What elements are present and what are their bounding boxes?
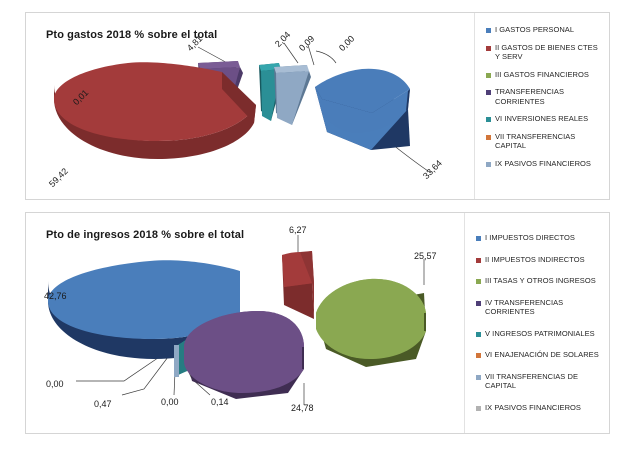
legend-item-label: II GASTOS DE BIENES CTES Y SERV	[495, 42, 598, 62]
legend-item-0-6[interactable]: IX PASIVOS FINANCIEROS	[486, 159, 601, 169]
pie-slice-transferencias-corrientes-ing	[184, 311, 304, 399]
legend-item-1-7[interactable]: IX PASIVOS FINANCIEROS	[476, 403, 611, 413]
data-label-ingresos-3: 24,78	[291, 403, 314, 413]
legend-swatch-icon	[476, 236, 481, 241]
legend-item-1-4[interactable]: V INGRESOS PATRIMONIALES	[476, 329, 611, 339]
data-label-ingresos-4: 0,14	[211, 397, 229, 407]
page-title-gastos: Pto gastos 2018 % sobre el total	[46, 29, 218, 41]
legend-swatch-icon	[486, 161, 491, 167]
legend-item-0-1[interactable]: II GASTOS DE BIENES CTES Y SERV	[486, 43, 601, 62]
legend-gastos: I GASTOS PERSONAL II GASTOS DE BIENES CTE…	[486, 25, 601, 176]
data-label-ingresos-1: 6,27	[289, 225, 307, 235]
leader-line-204	[283, 42, 299, 64]
legend-swatch-icon	[486, 72, 491, 78]
legend-swatch-icon	[486, 90, 491, 95]
legend-item-label: II IMPUESTOS INDIRECTOS	[485, 254, 585, 264]
legend-swatch-icon	[476, 331, 481, 337]
legend-item-0-2[interactable]: III GASTOS FINANCIEROS	[486, 70, 601, 80]
legend-item-label: III TASAS Y OTROS INGRESOS	[485, 276, 596, 285]
legend-swatch-icon	[476, 353, 481, 358]
chart-panel-gastos: Pto gastos 2018 % sobre el total	[25, 12, 610, 200]
legend-swatch-icon	[486, 134, 491, 140]
legend-item-label: IX PASIVOS FINANCIEROS	[495, 158, 591, 168]
legend-item-0-0[interactable]: I GASTOS PERSONAL	[486, 25, 601, 35]
page-title-ingresos: Pto de ingresos 2018 % sobre el total	[46, 229, 245, 241]
pie-slice-impuestos-indirectos	[282, 251, 314, 319]
legend-swatch-icon	[486, 28, 491, 33]
legend-item-label: I GASTOS PERSONAL	[495, 25, 575, 34]
legend-item-label: VI INVERSIONES REALES	[495, 114, 589, 123]
legend-item-label: V INGRESOS PATRIMONIALES	[485, 328, 595, 338]
data-label-ingresos-0: 42,76	[44, 291, 67, 301]
legend-item-0-3[interactable]: TRANSFERENCIAS CORRIENTES	[486, 87, 601, 106]
data-label-ingresos-5: 0,00	[161, 397, 179, 407]
legend-item-0-4[interactable]: VI INVERSIONES REALES	[486, 114, 601, 124]
legend-item-label: TRANSFERENCIAS CORRIENTES	[495, 87, 565, 106]
legend-item-label: IX PASIVOS FINANCIEROS	[485, 402, 581, 412]
legend-item-label: VI ENAJENACIÓN DE SOLARES	[485, 350, 599, 359]
legend-divider-gastos	[474, 13, 475, 199]
legend-item-label: VII TRANSFERENCIAS CAPITAL	[495, 131, 576, 151]
legend-swatch-icon	[476, 300, 481, 306]
pie-slice-bienes-ctes-serv	[54, 62, 256, 159]
leader-line-009	[307, 44, 315, 66]
pie-slice-tasas-otros-ingresos	[316, 278, 426, 367]
pie-slice-gastos-personal	[315, 68, 410, 150]
legend-swatch-icon	[476, 405, 481, 411]
legend-divider-ingresos	[464, 213, 465, 433]
legend-swatch-icon	[476, 374, 481, 380]
legend-swatch-icon	[486, 45, 491, 51]
pie-slice-pasivos-financieros	[274, 65, 311, 125]
chart-panel-ingresos: Pto de ingresos 2018 % sobre el total	[25, 212, 610, 434]
legend-swatch-icon	[486, 117, 491, 122]
pie-chart-gastos	[54, 42, 432, 174]
legend-item-1-0[interactable]: I IMPUESTOS DIRECTOS	[476, 233, 611, 243]
legend-item-1-3[interactable]: IV TRANSFERENCIAS CORRIENTES	[476, 298, 611, 317]
data-label-ingresos-7: 0,00	[46, 379, 64, 389]
data-label-ingresos-2: 25,57	[414, 251, 437, 261]
legend-item-1-2[interactable]: III TASAS Y OTROS INGRESOS	[476, 276, 611, 286]
legend-swatch-icon	[476, 257, 481, 263]
leader-line-000	[315, 50, 337, 64]
leader-line-047	[121, 348, 175, 396]
pie-slice-transferencias-capital	[174, 345, 179, 377]
legend-item-1-5[interactable]: VI ENAJENACIÓN DE SOLARES	[476, 350, 611, 360]
data-label-ingresos-6: 0,47	[94, 399, 112, 409]
legend-item-label: VII TRANSFERENCIAS DE CAPITAL	[485, 371, 579, 391]
legend-item-label: I IMPUESTOS DIRECTOS	[485, 233, 575, 242]
legend-item-label: III GASTOS FINANCIEROS	[495, 69, 589, 79]
legend-item-1-1[interactable]: II IMPUESTOS INDIRECTOS	[476, 255, 611, 265]
legend-item-0-5[interactable]: VII TRANSFERENCIAS CAPITAL	[486, 132, 601, 151]
legend-item-label: IV TRANSFERENCIAS CORRIENTES	[485, 297, 564, 317]
pie-chart-ingresos	[48, 235, 426, 405]
legend-swatch-icon	[476, 279, 481, 284]
legend-ingresos: I IMPUESTOS DIRECTOS II IMPUESTOS INDIREC…	[476, 233, 611, 424]
legend-item-1-6[interactable]: VII TRANSFERENCIAS DE CAPITAL	[476, 372, 611, 391]
